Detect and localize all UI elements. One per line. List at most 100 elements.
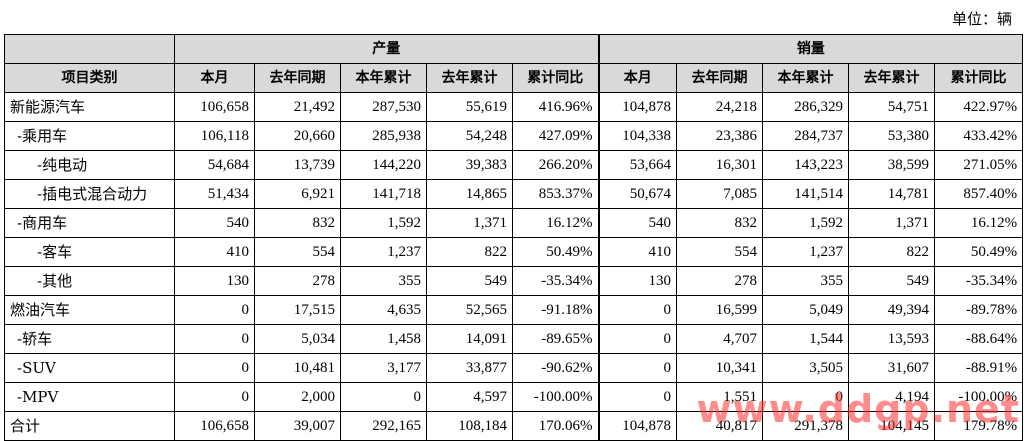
table-cell: 10,341 <box>676 353 764 383</box>
table-cell: 822 <box>426 237 513 267</box>
row-label: 新能源汽车 <box>4 92 175 122</box>
table-cell: 7,085 <box>676 179 764 209</box>
table-cell: 822 <box>848 237 936 267</box>
row-label: -客车 <box>4 237 175 267</box>
table-cell: 23,386 <box>676 121 764 151</box>
row-label: -商用车 <box>4 208 175 238</box>
table-cell: 554 <box>254 237 341 267</box>
table-cell: 53,380 <box>848 121 936 151</box>
unit-label: 单位：辆 <box>951 10 1012 28</box>
table-cell: 285,938 <box>340 121 427 151</box>
table-cell: 0 <box>597 295 678 325</box>
table-cell: 3,505 <box>762 353 850 383</box>
table-row: -商用车 540 832 1,592 1,371 16.12% 540 832 1,592 1,3… <box>4 208 1024 238</box>
row-label: -轿车 <box>4 324 175 354</box>
table-cell: 33,877 <box>426 353 513 383</box>
table-cell: 0 <box>340 382 427 412</box>
table-cell: 857.40% <box>934 179 1024 209</box>
column-header: 累计同比 <box>511 63 600 93</box>
table-cell: 1,237 <box>340 237 427 267</box>
table-cell: 549 <box>848 266 936 296</box>
table-cell: 49,394 <box>848 295 936 325</box>
column-header: 本年累计 <box>762 63 850 93</box>
table-cell: 39,383 <box>426 150 513 180</box>
table-cell: 1,592 <box>762 208 850 238</box>
table-cell: 50,674 <box>597 179 678 209</box>
table-cell: 14,781 <box>848 179 936 209</box>
table-row: -纯电动 54,684 13,739 144,220 39,383 266.20% 53,6… <box>4 150 1024 180</box>
table-row: -轿车 0 5,034 1,458 14,091 -89.65% 0 4,707 1,544 13… <box>4 324 1024 354</box>
table-cell: 291,378 <box>762 411 850 441</box>
table-cell: 14,865 <box>426 179 513 209</box>
table-cell: 17,515 <box>254 295 341 325</box>
table-cell: 51,434 <box>174 179 255 209</box>
row-label: 合计 <box>4 411 175 441</box>
table-cell: 286,329 <box>762 92 850 122</box>
table-cell: 832 <box>676 208 764 238</box>
table-cell: 16,599 <box>676 295 764 325</box>
table-cell: 6,921 <box>254 179 341 209</box>
table-cell: 21,492 <box>254 92 341 122</box>
row-label: -插电式混合动力 <box>4 179 175 209</box>
table-cell: 2,000 <box>254 382 341 412</box>
group-header-sales: 销量 <box>597 34 1024 64</box>
column-header: 去年同期 <box>676 63 764 93</box>
table-cell: 278 <box>676 266 764 296</box>
table-cell: -88.91% <box>934 353 1024 383</box>
table-cell: 52,565 <box>426 295 513 325</box>
table-cell: 54,248 <box>426 121 513 151</box>
table-cell: -35.34% <box>934 266 1024 296</box>
group-header-blank <box>4 34 175 64</box>
table-cell: 278 <box>254 266 341 296</box>
table-cell: 16.12% <box>511 208 600 238</box>
table-cell: 54,684 <box>174 150 255 180</box>
table-cell: 31,607 <box>848 353 936 383</box>
table-cell: 5,049 <box>762 295 850 325</box>
table-cell: 54,751 <box>848 92 936 122</box>
table-cell: 427.09% <box>511 121 600 151</box>
table-cell: 4,597 <box>426 382 513 412</box>
table-cell: 266.20% <box>511 150 600 180</box>
table-cell: 1,371 <box>426 208 513 238</box>
table-cell: 108,184 <box>426 411 513 441</box>
column-header: 去年累计 <box>426 63 513 93</box>
table-row: -客车 410 554 1,237 822 50.49% 410 554 1,237 822 50.… <box>4 237 1024 267</box>
table-cell: 554 <box>676 237 764 267</box>
table-cell: 104,338 <box>597 121 678 151</box>
table-cell: 104,878 <box>597 92 678 122</box>
table-row: 燃油汽车 0 17,515 4,635 52,565 -91.18% 0 16,599 5,04… <box>4 295 1024 325</box>
column-header: 累计同比 <box>934 63 1024 93</box>
table-cell: 4,707 <box>676 324 764 354</box>
table-cell: -89.65% <box>511 324 600 354</box>
table-cell: 410 <box>174 237 255 267</box>
table-cell: 853.37% <box>511 179 600 209</box>
table-cell: 4,194 <box>848 382 936 412</box>
table-cell: 0 <box>597 353 678 383</box>
table-cell: 13,739 <box>254 150 341 180</box>
table-cell: 433.42% <box>934 121 1024 151</box>
table-cell: 40,817 <box>676 411 764 441</box>
table-cell: 0 <box>762 382 850 412</box>
table-cell: 130 <box>597 266 678 296</box>
table-row: -乘用车 106,118 20,660 285,938 54,248 427.09% 104… <box>4 121 1024 151</box>
table-cell: 1,237 <box>762 237 850 267</box>
table-cell: 5,034 <box>254 324 341 354</box>
table-cell: 355 <box>762 266 850 296</box>
table-cell: 106,658 <box>174 411 255 441</box>
table-cell: 24,218 <box>676 92 764 122</box>
table-cell: -91.18% <box>511 295 600 325</box>
table-cell: 143,223 <box>762 150 850 180</box>
production-sales-table: 产量 销量 项目类别 本月 去年同期 本年累计 去年累计 累计同比 本月 去年同… <box>4 34 1024 441</box>
table-cell: 416.96% <box>511 92 600 122</box>
table-cell: 0 <box>597 382 678 412</box>
table-cell: 130 <box>174 266 255 296</box>
table-cell: 106,118 <box>174 121 255 151</box>
table-cell: 410 <box>597 237 678 267</box>
table-cell: 106,658 <box>174 92 255 122</box>
table-cell: 144,220 <box>340 150 427 180</box>
table-cell: 179.78% <box>934 411 1024 441</box>
row-label: 燃油汽车 <box>4 295 175 325</box>
table-row: 新能源汽车 106,658 21,492 287,530 55,619 416.96% 10… <box>4 92 1024 122</box>
table-cell: -89.78% <box>934 295 1024 325</box>
table-cell: 0 <box>597 324 678 354</box>
